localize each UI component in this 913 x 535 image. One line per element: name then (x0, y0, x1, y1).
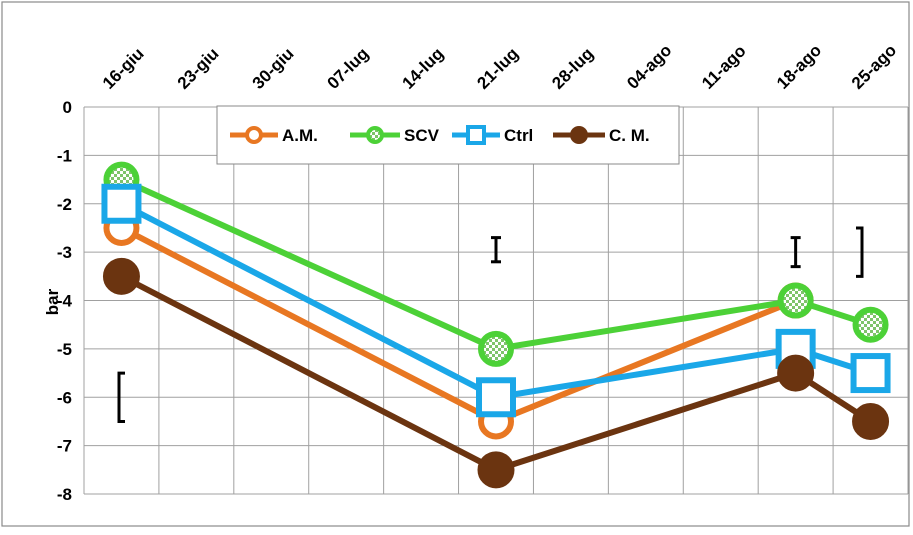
data-point (777, 354, 815, 392)
legend-marker (570, 126, 588, 144)
gridlines (83, 106, 909, 495)
legend: A.M. SCV Ctrl C. M. (216, 105, 680, 165)
y-tick-label: -4 (57, 292, 73, 311)
series-ctrl (101, 183, 891, 418)
data-point (852, 306, 889, 343)
data-point (850, 353, 891, 394)
y-tick-label: -7 (57, 437, 72, 456)
legend-label: C. M. (609, 126, 650, 145)
series-line (120, 201, 872, 401)
data-point (476, 377, 516, 418)
legend-marker (366, 126, 384, 144)
series-layer (101, 161, 891, 489)
legend-marker (245, 126, 263, 144)
legend-label: SCV (404, 126, 440, 145)
y-tick-label: -1 (57, 146, 72, 165)
error-bar (790, 236, 801, 269)
legend-label: Ctrl (504, 126, 533, 145)
legend-item: Ctrl (452, 125, 533, 145)
series-line (120, 176, 872, 352)
y-axis: 0 -1 -2 -3 -4 -5 -6 -7 -8 (57, 98, 73, 504)
error-bar (491, 236, 501, 264)
y-tick-label: -6 (57, 388, 72, 407)
legend-marker (466, 125, 486, 145)
data-point (777, 282, 814, 319)
data-point (852, 402, 890, 440)
series-c-m (102, 257, 890, 489)
error-bar (856, 226, 864, 278)
series-line (120, 273, 873, 473)
error-bar-bracket (117, 371, 125, 423)
legend-label: A.M. (282, 126, 318, 145)
y-tick-label: -8 (57, 485, 72, 504)
data-point (101, 183, 142, 224)
error-bar (117, 371, 125, 423)
data-point (477, 451, 515, 489)
y-tick-label: -3 (57, 243, 72, 262)
error-bar-bracket (856, 226, 864, 278)
y-tick-label: 0 (63, 98, 72, 117)
y-tick-label: -5 (57, 340, 72, 359)
y-axis-label: bar (43, 288, 62, 315)
data-point (102, 257, 140, 295)
legend-item: SCV (350, 126, 440, 145)
y-tick-label: -2 (57, 195, 72, 214)
legend-item: A.M. (230, 126, 318, 145)
error-bars (117, 226, 864, 423)
data-point (478, 330, 514, 367)
legend-item: C. M. (553, 126, 650, 145)
